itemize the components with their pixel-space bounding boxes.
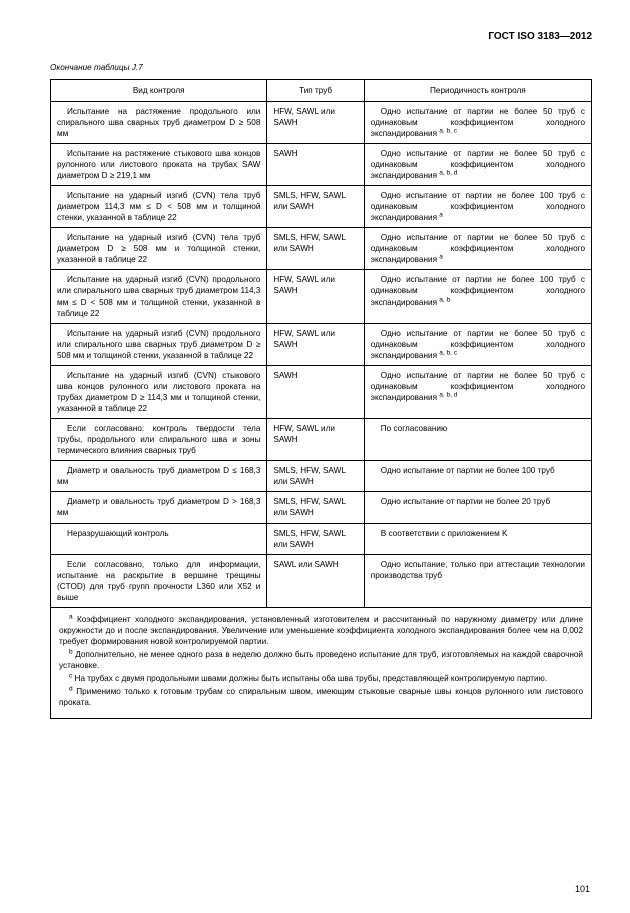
cell-inspection-type: Испытание на ударный изгиб (CVN) стыково… — [51, 365, 267, 418]
table-row: Испытание на растяжение стыкового шва ко… — [51, 143, 592, 185]
cell-inspection-type: Испытание на ударный изгиб (CVN) продоль… — [51, 323, 267, 365]
cell-inspection-type: Диаметр и овальность труб диаметром D ≤ … — [51, 461, 267, 492]
table-caption: Окончание таблицы J.7 — [50, 62, 592, 73]
col-header-pipe: Тип труб — [267, 79, 364, 101]
cell-pipe-type: HFW, SAWL или SAWH — [267, 419, 364, 461]
col-header-type: Вид контроля — [51, 79, 267, 101]
footnote: c На трубах с двумя продольными швами до… — [59, 673, 583, 684]
cell-inspection-type: Испытание на ударный изгиб (CVN) тела тр… — [51, 186, 267, 228]
cell-frequency: Одно испытание от партии не более 50 тру… — [364, 101, 591, 143]
cell-inspection-type: Испытание на растяжение стыкового шва ко… — [51, 143, 267, 185]
cell-inspection-type: Диаметр и овальность труб диаметром D > … — [51, 492, 267, 523]
cell-inspection-type: Неразрушающий контроль — [51, 523, 267, 554]
cell-frequency: Одно испытание от партии не более 100 тр… — [364, 270, 591, 323]
cell-pipe-type: SAWL или SAWH — [267, 554, 364, 607]
table-row: Если согласовано: контроль твердости тел… — [51, 419, 592, 461]
cell-frequency: Одно испытание, только при аттестации те… — [364, 554, 591, 607]
footnote: d Применимо только к готовым трубам со с… — [59, 686, 583, 708]
cell-inspection-type: Испытание на растяжение продольного или … — [51, 101, 267, 143]
cell-pipe-type: SMLS, HFW, SAWL или SAWH — [267, 492, 364, 523]
cell-inspection-type: Если согласовано, только для информации,… — [51, 554, 267, 607]
page-number: 101 — [575, 883, 590, 895]
footnotes-cell: a Коэффициент холодного экспандирования,… — [51, 607, 592, 719]
cell-pipe-type: SMLS, HFW, SAWL или SAWH — [267, 461, 364, 492]
table-row: Испытание на растяжение продольного или … — [51, 101, 592, 143]
cell-frequency: Одно испытание от партии не более 50 тру… — [364, 323, 591, 365]
table-row: Если согласовано, только для информации,… — [51, 554, 592, 607]
cell-pipe-type: HFW, SAWL или SAWH — [267, 101, 364, 143]
table-row: Диаметр и овальность труб диаметром D ≤ … — [51, 461, 592, 492]
table-row: Испытание на ударный изгиб (CVN) продоль… — [51, 323, 592, 365]
table-row: Неразрушающий контрольSMLS, HFW, SAWL ил… — [51, 523, 592, 554]
cell-frequency: Одно испытание от партии не более 100 тр… — [364, 186, 591, 228]
cell-pipe-type: SMLS, HFW, SAWL или SAWH — [267, 186, 364, 228]
table-row: Испытание на ударный изгиб (CVN) тела тр… — [51, 186, 592, 228]
cell-pipe-type: SAWH — [267, 365, 364, 418]
table-row: Испытание на ударный изгиб (CVN) стыково… — [51, 365, 592, 418]
table-header-row: Вид контроля Тип труб Периодичность конт… — [51, 79, 592, 101]
cell-frequency: По согласованию — [364, 419, 591, 461]
footnote: a Коэффициент холодного экспандирования,… — [59, 614, 583, 647]
cell-frequency: Одно испытание от партии не более 50 тру… — [364, 365, 591, 418]
cell-pipe-type: SAWH — [267, 143, 364, 185]
footnotes-row: a Коэффициент холодного экспандирования,… — [51, 607, 592, 719]
table-row: Испытание на ударный изгиб (CVN) тела тр… — [51, 228, 592, 270]
cell-inspection-type: Испытание на ударный изгиб (CVN) продоль… — [51, 270, 267, 323]
table-row: Диаметр и овальность труб диаметром D > … — [51, 492, 592, 523]
cell-inspection-type: Если согласовано: контроль твердости тел… — [51, 419, 267, 461]
document-page: ГОСТ ISO 3183—2012 Окончание таблицы J.7… — [0, 0, 630, 913]
cell-inspection-type: Испытание на ударный изгиб (CVN) тела тр… — [51, 228, 267, 270]
document-standard-id: ГОСТ ISO 3183—2012 — [50, 30, 592, 44]
cell-frequency: Одно испытание от партии не более 100 тр… — [364, 461, 591, 492]
cell-frequency: Одно испытание от партии не более 50 тру… — [364, 228, 591, 270]
cell-frequency: В соответствии с приложением K — [364, 523, 591, 554]
cell-pipe-type: HFW, SAWL или SAWH — [267, 323, 364, 365]
inspection-table: Вид контроля Тип труб Периодичность конт… — [50, 79, 592, 720]
cell-pipe-type: SMLS, HFW, SAWL или SAWH — [267, 523, 364, 554]
footnote: b Дополнительно, не менее одного раза в … — [59, 649, 583, 671]
cell-pipe-type: HFW, SAWL или SAWH — [267, 270, 364, 323]
col-header-freq: Периодичность контроля — [364, 79, 591, 101]
cell-frequency: Одно испытание от партии не более 50 тру… — [364, 143, 591, 185]
table-row: Испытание на ударный изгиб (CVN) продоль… — [51, 270, 592, 323]
cell-pipe-type: SMLS, HFW, SAWL или SAWH — [267, 228, 364, 270]
cell-frequency: Одно испытание от партии не более 20 тру… — [364, 492, 591, 523]
